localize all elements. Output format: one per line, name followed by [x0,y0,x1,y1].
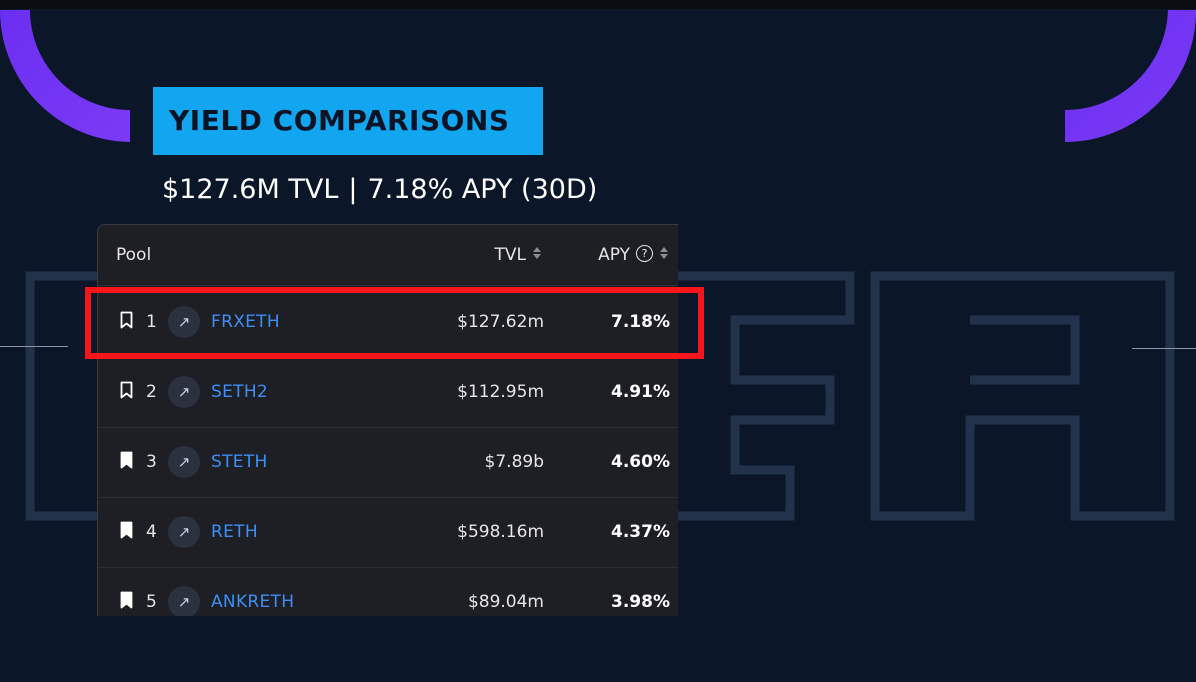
column-header-pool: Pool [116,245,152,265]
bookmark-icon[interactable] [120,451,133,469]
sort-icon[interactable] [532,245,542,261]
row-tvl: $127.62m [457,312,544,332]
tvl-summary: $127.6M TVL [162,174,339,205]
column-header-apy[interactable]: APY? [598,225,669,285]
pool-name-link[interactable]: RETH [211,522,258,542]
row-apy: 4.37% [611,522,670,542]
arrow-up-right-icon[interactable]: ↗ [168,376,200,408]
yield-table: Pool TVL APY? 1 ↗ FRXETH $127.62m 7.18% 2 ↗ SET… [97,224,678,616]
apy-header-label: APY [598,245,630,265]
pool-name-link[interactable]: SETH2 [211,382,269,402]
row-tvl: $89.04m [467,592,544,612]
row-tvl: $7.89b [484,452,544,472]
apy-summary: 7.18% APY (30D) [367,174,598,205]
table-row[interactable]: 2 ↗ SETH2 $112.95m 4.91% [98,357,678,428]
table-row[interactable]: 3 ↗ STETH $7.89b 4.60% [98,427,678,498]
table-header: Pool TVL APY? [98,225,678,286]
sort-icon[interactable] [659,245,669,261]
info-icon[interactable]: ? [636,244,653,262]
row-rank: 3 [146,452,157,472]
tvl-header-label: TVL [494,245,527,265]
row-tvl: $112.95m [457,382,544,402]
row-apy: 4.60% [611,452,670,472]
row-rank: 1 [146,312,157,332]
row-apy: 3.98% [611,592,670,612]
row-rank: 2 [146,382,157,402]
row-tvl: $598.16m [457,522,544,542]
column-header-tvl[interactable]: TVL [495,225,543,285]
highlight-box [85,287,704,359]
pool-name-link[interactable]: ANKRETH [211,592,295,612]
bookmark-icon[interactable] [120,591,133,609]
side-line-right [1132,348,1196,349]
top-strip [0,0,1196,9]
purple-arc-left [0,10,130,142]
arrow-up-right-icon[interactable]: ↗ [168,516,200,548]
row-rank: 5 [146,592,157,612]
bookmark-icon[interactable] [120,521,133,539]
arrow-up-right-icon[interactable]: ↗ [168,586,200,616]
page-title: YIELD COMPARISONS [153,87,543,155]
bookmark-icon[interactable] [120,381,133,399]
row-rank: 4 [146,522,157,542]
table-row[interactable]: 5 ↗ ANKRETH $89.04m 3.98% [98,567,678,616]
row-apy: 7.18% [611,312,670,332]
pool-name-link[interactable]: FRXETH [211,312,280,332]
bookmark-icon[interactable] [120,311,133,329]
purple-arc-right [1065,10,1196,142]
row-apy: 4.91% [611,382,670,402]
table-row[interactable]: 4 ↗ RETH $598.16m 4.37% [98,497,678,568]
arrow-up-right-icon[interactable]: ↗ [168,306,200,338]
side-line-left [0,346,68,347]
pool-name-link[interactable]: STETH [211,452,268,472]
summary-stats: $127.6M TVL | 7.18% APY (30D) [162,170,597,210]
summary-separator: | [348,174,358,205]
arrow-up-right-icon[interactable]: ↗ [168,446,200,478]
